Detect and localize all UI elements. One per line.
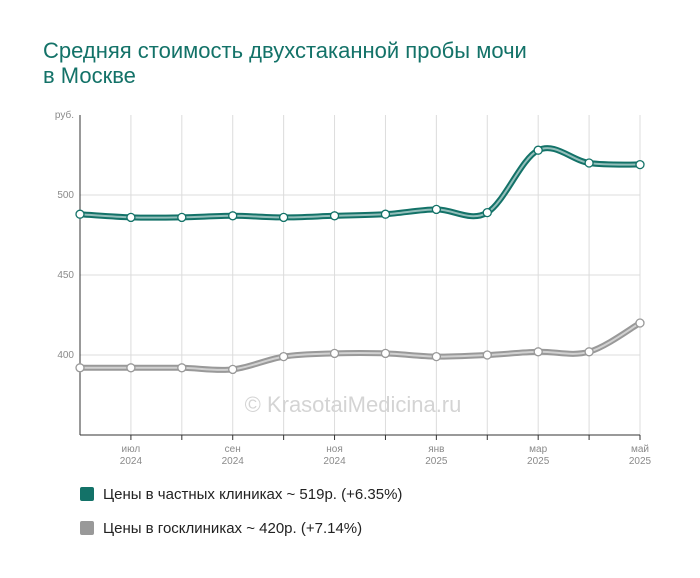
chart-title-line1: Средняя стоимость двухстаканной пробы мо… [43, 38, 527, 63]
data-point-private [278, 212, 289, 223]
data-point-private [329, 211, 340, 221]
legend-item-private[interactable]: Цены в частных клиниках ~ 519р. (+6.35%) [80, 484, 402, 504]
data-point-public [278, 351, 289, 362]
data-point-public [380, 348, 391, 359]
data-point-public [584, 347, 594, 357]
x-tick-label-year: 2024 [120, 456, 143, 467]
series-line-private [77, 145, 643, 221]
data-point-public [533, 347, 543, 357]
data-point-private [482, 207, 492, 218]
series-line-highlight-private [79, 147, 641, 219]
data-point-private [533, 145, 543, 155]
y-tick-label: 500 [57, 190, 74, 201]
data-point-private [635, 159, 645, 170]
legend-item-public[interactable]: Цены в госклиниках ~ 420р. (+7.14%) [80, 518, 402, 538]
data-point-private [75, 209, 85, 219]
chart-title-line2: в Москве [43, 63, 136, 88]
legend: Цены в частных клиниках ~ 519р. (+6.35%)… [80, 484, 402, 552]
data-point-public [228, 364, 238, 375]
x-tick-label-year: 2024 [323, 456, 346, 467]
x-tick-label-year: 2025 [527, 456, 550, 467]
x-tick-label-month: сен [225, 444, 241, 455]
chart-grid [80, 115, 641, 435]
y-tick-label: 400 [57, 350, 74, 361]
x-tick-label-month: июл [122, 444, 141, 455]
data-point-private [431, 204, 442, 215]
y-tick-label: 450 [57, 270, 74, 281]
x-tick-label-year: 2024 [222, 456, 245, 467]
watermark: © KrasotaiMedicina.ru [245, 392, 462, 417]
chart-axes: 400450500руб.июл2024сен2024ноя2024янв202… [55, 109, 652, 467]
x-tick-label-month: ноя [326, 444, 343, 455]
x-tick-label-year: 2025 [425, 456, 448, 467]
series-line-public [77, 320, 643, 373]
data-point-private [126, 212, 136, 223]
data-point-private [177, 212, 187, 223]
data-point-public [482, 350, 492, 360]
x-tick-label-year: 2025 [629, 456, 652, 467]
data-point-public [431, 351, 442, 362]
data-point-public [75, 363, 85, 373]
legend-label-private: Цены в частных клиниках ~ 519р. (+6.35%) [103, 485, 403, 503]
data-point-public [329, 348, 340, 359]
data-point-public [635, 318, 645, 328]
x-tick-label-month: мар [529, 444, 547, 455]
line-chart: © KrasotaiMedicina.ru 400450500руб.июл20… [55, 109, 652, 467]
chart-series [75, 145, 645, 375]
x-tick-label-month: май [631, 444, 649, 455]
legend-label-public: Цены в госклиниках ~ 420р. (+7.14%) [103, 519, 363, 537]
data-point-public [177, 363, 187, 373]
data-point-public [126, 363, 136, 373]
data-point-private [228, 211, 238, 221]
legend-swatch-private [80, 487, 94, 501]
x-tick-label-month: янв [428, 444, 444, 455]
chart-title: Средняя стоимость двухстаканной пробы мо… [43, 38, 643, 88]
y-axis-unit-label: руб. [55, 109, 74, 121]
legend-swatch-public [80, 521, 94, 535]
series-line-highlight-public [80, 322, 641, 371]
data-point-private [584, 158, 594, 168]
data-point-private [380, 209, 391, 219]
